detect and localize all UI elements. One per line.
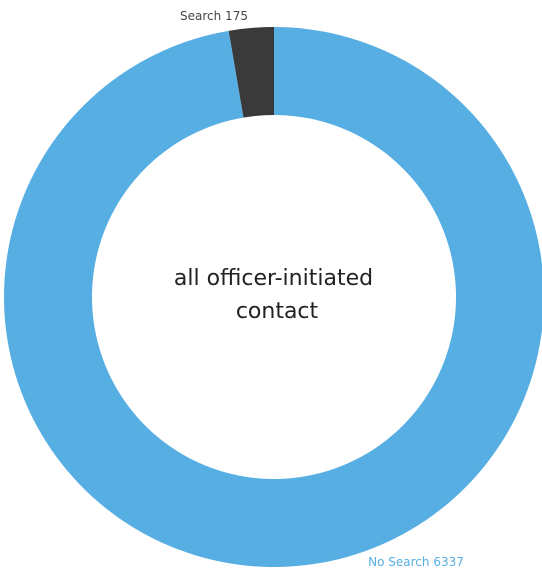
slice-label-no-search: No Search 6337 [368, 555, 464, 569]
center-label-line-1: all officer-initiated [174, 266, 373, 291]
slice-search [228, 27, 274, 118]
center-label-line-2: contact [236, 299, 319, 324]
center-label: all officer-initiated contact [174, 266, 380, 324]
slice-labels-group: Search 175 No Search 6337 [180, 9, 464, 569]
slices-group [4, 27, 542, 567]
slice-no-search [4, 27, 542, 567]
slice-label-search: Search 175 [180, 9, 248, 23]
